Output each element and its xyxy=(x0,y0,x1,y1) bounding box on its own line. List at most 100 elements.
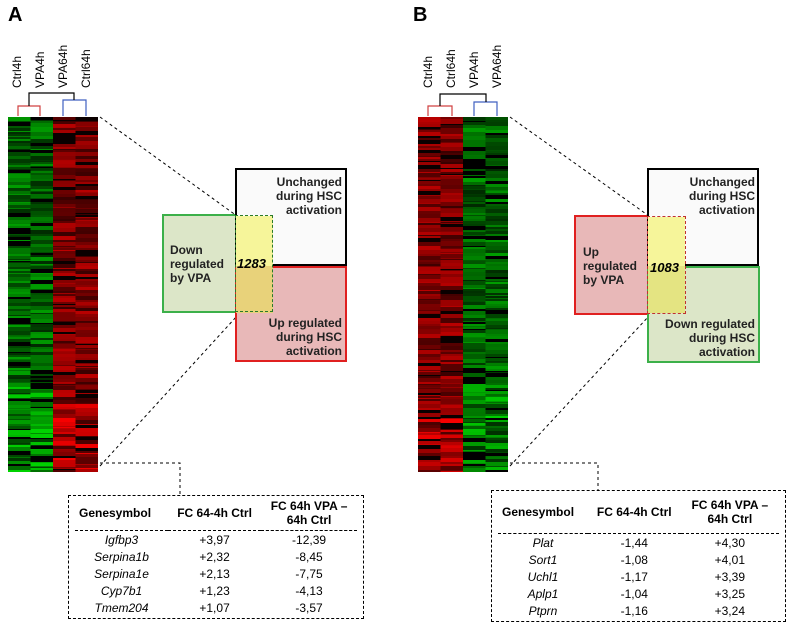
gene-symbol-cell: Cyp7b1 xyxy=(100,583,143,598)
heatmap-cell xyxy=(75,199,98,201)
heatmap-cell xyxy=(418,354,441,358)
heatmap-cell xyxy=(8,309,31,312)
heatmap-cell xyxy=(8,337,31,340)
heatmap-cell xyxy=(418,250,441,255)
heatmap-cell xyxy=(53,264,76,269)
heatmap-cell xyxy=(53,365,76,367)
heatmap-cell xyxy=(463,392,486,394)
heatmap-cell xyxy=(53,161,76,165)
heatmap-cell xyxy=(75,360,98,364)
heatmap-cell xyxy=(485,388,508,391)
heatmap-cell xyxy=(485,229,508,232)
heatmap-cell xyxy=(418,162,441,166)
fold-change-cell: +3,25 xyxy=(714,586,745,601)
heatmap-cell xyxy=(8,139,31,141)
heatmap-cell xyxy=(418,310,441,312)
panel-b-overlap-count: 1083 xyxy=(650,260,679,275)
heatmap-cell xyxy=(418,376,441,379)
heatmap-cell xyxy=(30,388,54,390)
heatmap-cell xyxy=(30,382,54,384)
fold-change-cell: -4,13 xyxy=(295,583,323,598)
heatmap-cell xyxy=(440,274,464,278)
heatmap-cell xyxy=(463,144,486,148)
heatmap-cell xyxy=(440,397,464,400)
heatmap-cell xyxy=(485,193,508,195)
heatmap-cell xyxy=(53,150,76,153)
heatmap-cell xyxy=(53,128,76,131)
heatmap-cell xyxy=(485,298,508,300)
heatmap-cell xyxy=(75,182,98,185)
heatmap-cell xyxy=(8,416,31,420)
heatmap-cell xyxy=(440,326,464,329)
heatmap-cell xyxy=(8,126,31,129)
heatmap-cell xyxy=(463,311,486,316)
heatmap-cell xyxy=(75,290,98,294)
heatmap-cell xyxy=(440,269,464,271)
heatmap-cell xyxy=(418,388,441,390)
heatmap-cell xyxy=(440,328,464,333)
heatmap-cell xyxy=(75,262,98,264)
heatmap-cell xyxy=(463,330,486,334)
heatmap-cell xyxy=(75,184,98,187)
heatmap-cell xyxy=(30,284,54,286)
heatmap-cell xyxy=(30,412,54,416)
heatmap-cell xyxy=(485,171,508,175)
heatmap-cell xyxy=(440,206,464,209)
heatmap-cell xyxy=(53,434,76,438)
heatmap-cell xyxy=(53,304,76,306)
heatmap-cell xyxy=(30,380,54,382)
heatmap-cell xyxy=(485,342,508,345)
fold-change-cell: -12,39 xyxy=(292,532,327,547)
heatmap-cell xyxy=(440,222,464,224)
panel-a-gene-table: Genesymbol FC 64-4h Ctrl FC 64h VPA – 64… xyxy=(68,495,364,619)
heatmap-cell xyxy=(8,170,31,174)
heatmap-cell xyxy=(53,248,76,251)
heatmap-cell xyxy=(463,140,486,145)
heatmap-cell xyxy=(440,388,464,393)
heatmap-cell xyxy=(440,354,464,357)
heatmap-cell xyxy=(75,293,98,297)
heatmap-cell xyxy=(53,181,76,185)
heatmap-cell xyxy=(53,284,76,288)
heatmap-cell xyxy=(440,283,464,287)
heatmap-cell xyxy=(485,277,508,280)
heatmap-cell xyxy=(485,231,508,235)
heatmap-cell xyxy=(8,234,31,236)
heatmap-cell xyxy=(75,382,98,385)
heatmap-cell xyxy=(463,224,486,227)
heatmap-cell xyxy=(30,383,54,386)
heatmap-cell xyxy=(75,398,98,402)
heatmap-cell xyxy=(463,384,486,389)
heatmap-cell xyxy=(30,280,54,285)
heatmap-cell xyxy=(30,265,54,267)
heatmap-cell xyxy=(485,304,508,307)
heatmap-cell xyxy=(463,186,486,190)
column-label: VPA4h xyxy=(467,51,481,88)
heatmap-cell xyxy=(53,313,76,318)
heatmap-cell xyxy=(53,147,76,150)
heatmap-cell xyxy=(485,396,508,398)
heatmap-cell xyxy=(463,377,486,380)
heatmap-cell xyxy=(75,218,98,221)
heatmap-cell xyxy=(8,191,31,195)
heatmap-cell xyxy=(30,252,54,254)
heatmap-cell xyxy=(463,194,486,196)
heatmap-cell xyxy=(485,369,508,372)
heatmap-cell xyxy=(418,466,441,471)
heatmap-cell xyxy=(53,317,76,322)
heatmap-cell xyxy=(8,267,31,270)
heatmap-cell xyxy=(8,375,31,378)
heatmap-cell xyxy=(418,350,441,355)
heatmap-cell xyxy=(30,186,54,190)
heatmap-cell xyxy=(75,162,98,166)
heatmap-cell xyxy=(30,340,54,345)
heatmap-cell xyxy=(30,449,54,451)
heatmap-cell xyxy=(418,214,441,219)
table-row: Cyp7b1 +1,23 -4,13 xyxy=(75,582,357,599)
heatmap-cell xyxy=(418,283,441,287)
heatmap-cell xyxy=(8,299,31,304)
heatmap-cell xyxy=(75,330,98,334)
heatmap-cell xyxy=(75,394,98,399)
heatmap-cell xyxy=(30,171,54,174)
heatmap-cell xyxy=(463,132,486,137)
